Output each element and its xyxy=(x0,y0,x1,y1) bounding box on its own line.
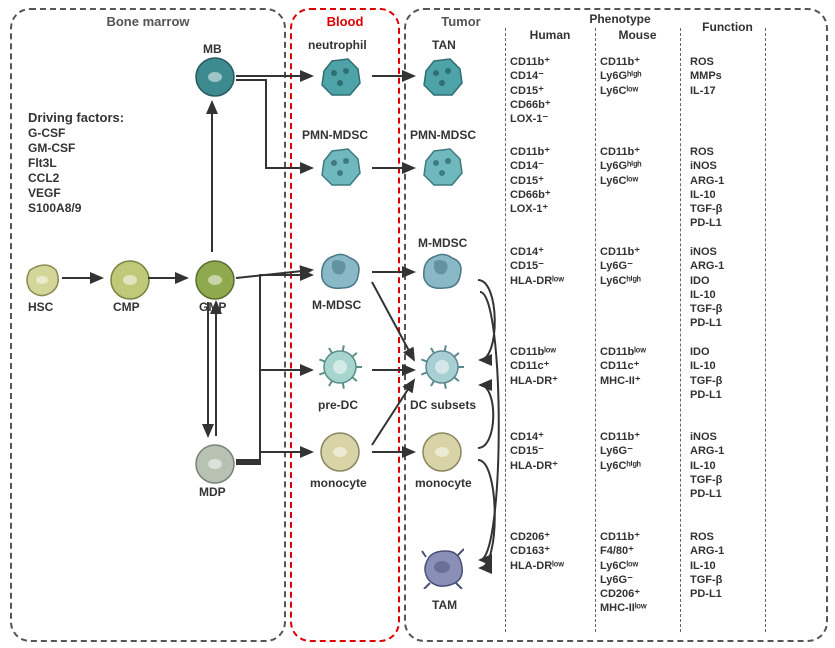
arrow-layer xyxy=(0,0,835,648)
